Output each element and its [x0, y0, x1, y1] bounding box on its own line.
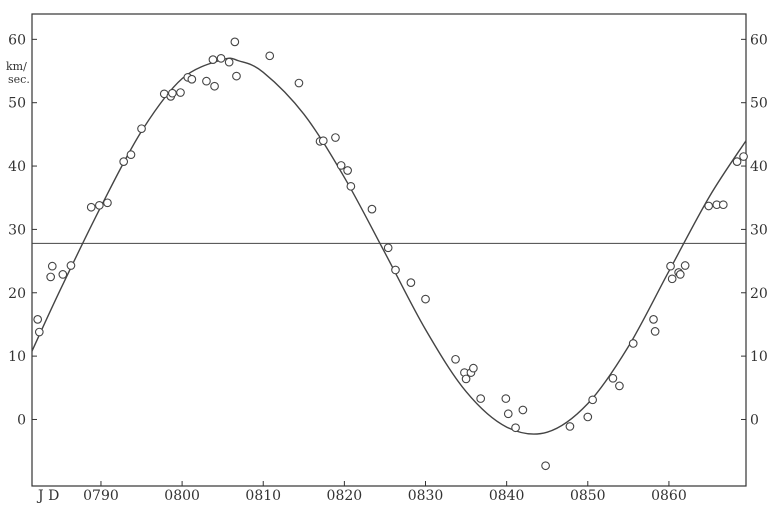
plot-frame — [31, 13, 747, 487]
observation-point — [208, 55, 218, 64]
left-y-tick-label: 40 — [8, 159, 26, 175]
observation-point — [650, 327, 660, 336]
observation-points — [33, 37, 748, 471]
observation-point — [666, 261, 675, 271]
x-tick-label: 0790 — [83, 488, 119, 504]
observation-point — [230, 37, 240, 47]
right-y-tick-label: 50 — [750, 96, 768, 112]
observation-point — [583, 412, 593, 422]
left-y-tick-label: 20 — [8, 286, 26, 302]
x-tick-label: 0800 — [164, 488, 200, 504]
observation-point — [501, 394, 511, 403]
observation-point — [383, 243, 393, 253]
observation-point — [137, 124, 146, 134]
x-tick-label: 0830 — [408, 488, 444, 504]
observation-point — [718, 200, 728, 210]
observation-point — [119, 157, 129, 166]
right-y-tick-label: 40 — [750, 159, 768, 175]
x-tick-label: 0810 — [245, 488, 281, 504]
x-tick-label: 0840 — [489, 488, 525, 504]
observation-point — [451, 354, 460, 364]
observation-point — [503, 409, 513, 419]
observation-point — [667, 274, 677, 284]
x-tick-label: 0820 — [327, 488, 363, 504]
observation-point — [469, 363, 478, 373]
y-unit-label-line1: km/ — [6, 60, 27, 73]
x-tick-label: 0860 — [651, 488, 687, 504]
right-y-tick-label: 30 — [750, 222, 768, 238]
observation-point — [476, 394, 486, 403]
observation-point — [406, 278, 416, 287]
left-y-tick-label: 50 — [8, 96, 26, 112]
observation-point — [232, 71, 241, 81]
observation-point — [33, 315, 43, 324]
left-y-tick-label: 30 — [8, 222, 26, 238]
observation-point — [126, 150, 136, 159]
observation-point — [675, 270, 685, 279]
right-y-tick-label: 60 — [750, 32, 768, 48]
observation-point — [66, 261, 76, 270]
observation-point — [47, 261, 57, 271]
right-y-axis-ticks: 0 10 20 30 40 50 60 — [741, 32, 768, 428]
observation-point — [46, 272, 56, 282]
observation-point — [187, 74, 197, 84]
observation-point — [331, 133, 340, 142]
observation-point — [628, 339, 638, 348]
x-tick-label: 0850 — [570, 488, 606, 504]
y-unit-label-line2: sec. — [8, 73, 30, 86]
observation-point — [739, 152, 748, 161]
observation-point — [86, 202, 96, 212]
observation-point — [318, 136, 328, 146]
observation-point — [265, 51, 275, 61]
observation-point — [336, 161, 346, 170]
observation-point — [343, 166, 352, 175]
observation-point — [649, 315, 658, 324]
observation-point — [224, 57, 234, 67]
observation-point — [565, 422, 575, 431]
observation-point — [294, 78, 304, 88]
left-y-tick-label: 0 — [17, 412, 26, 428]
observation-point — [461, 374, 471, 384]
observation-point — [680, 261, 690, 270]
left-y-tick-label: 60 — [8, 32, 26, 48]
left-y-axis-ticks: 0 10 20 30 40 50 60 — [8, 32, 37, 428]
x-axis-ticks: 0790 0800 0810 0820 0830 0840 0850 0860 — [83, 481, 687, 504]
observation-point — [346, 181, 356, 191]
observation-point — [732, 157, 742, 166]
observation-point — [367, 204, 377, 214]
observation-point — [168, 88, 177, 98]
observation-point — [202, 76, 211, 86]
observation-point — [541, 461, 550, 471]
right-y-tick-label: 20 — [750, 286, 768, 302]
observation-point — [176, 88, 185, 97]
observation-point — [608, 373, 618, 383]
observation-point — [615, 381, 624, 391]
observation-point — [58, 270, 68, 279]
right-y-tick-label: 0 — [750, 412, 759, 428]
observation-point — [210, 81, 219, 91]
observation-point — [421, 294, 430, 304]
observation-point — [391, 265, 400, 275]
observation-point — [34, 327, 44, 337]
observation-point — [511, 423, 520, 433]
observation-point — [103, 198, 112, 208]
observation-point — [588, 395, 598, 405]
observation-point — [518, 405, 528, 415]
left-y-tick-label: 10 — [8, 349, 26, 365]
observation-point — [94, 200, 104, 210]
observation-point — [216, 53, 226, 63]
right-y-tick-label: 10 — [750, 349, 768, 365]
observation-point — [704, 201, 714, 211]
jd-axis-prefix: J D — [36, 488, 59, 504]
